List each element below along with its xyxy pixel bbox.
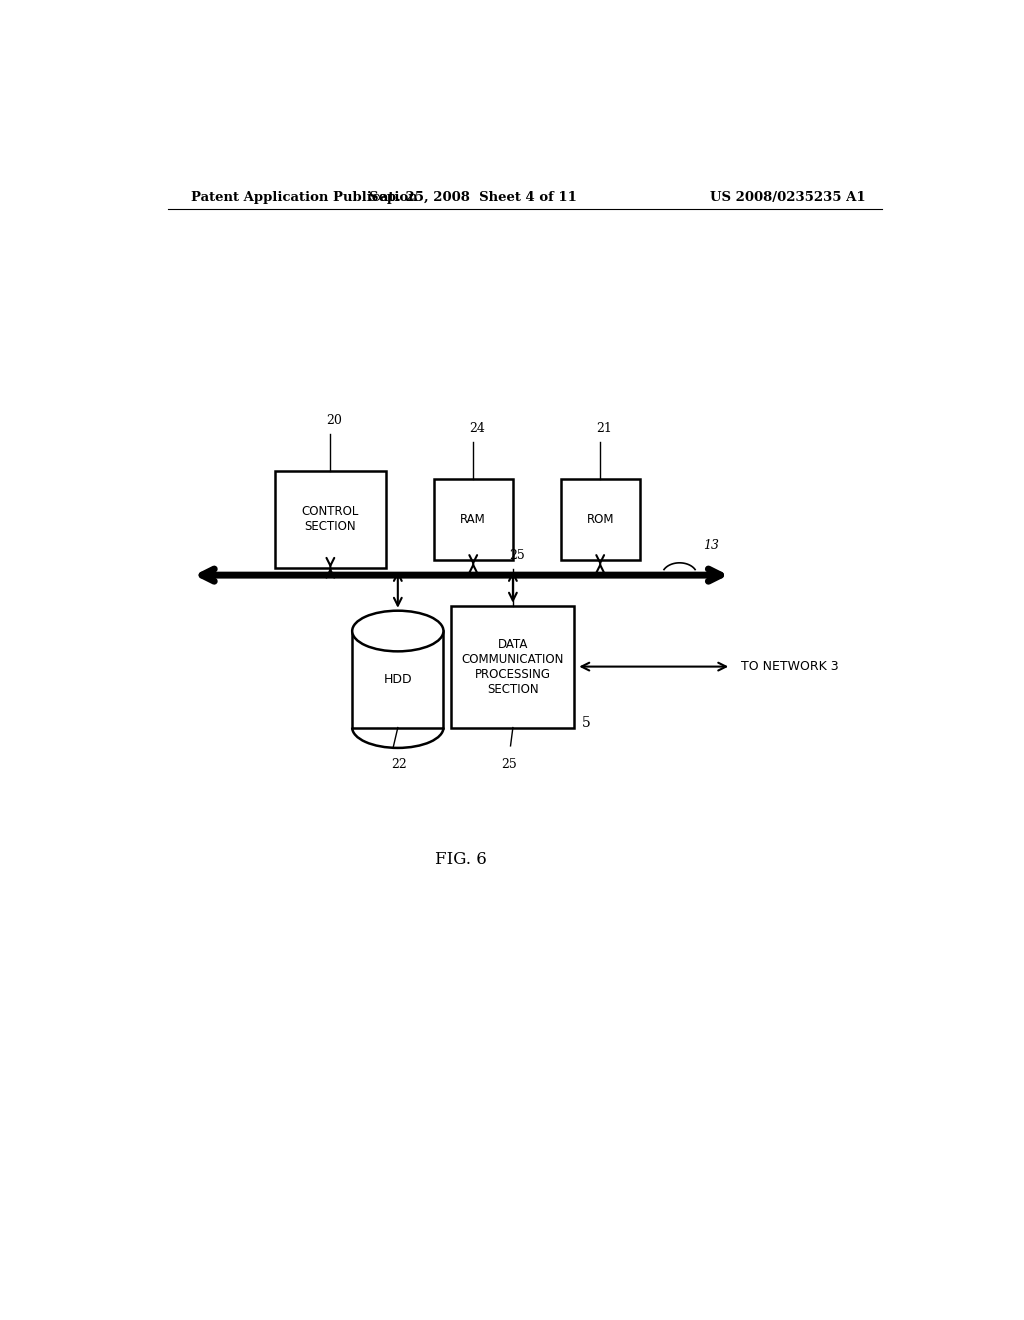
Text: 21: 21 [596,422,612,434]
Text: ROM: ROM [587,512,614,525]
Text: Sep. 25, 2008  Sheet 4 of 11: Sep. 25, 2008 Sheet 4 of 11 [370,191,578,205]
Text: DATA
COMMUNICATION
PROCESSING
SECTION: DATA COMMUNICATION PROCESSING SECTION [462,638,564,696]
Ellipse shape [352,611,443,651]
Text: 24: 24 [469,422,485,434]
Text: 25: 25 [501,758,517,771]
Text: Patent Application Publication: Patent Application Publication [191,191,418,205]
Text: TO NETWORK 3: TO NETWORK 3 [740,660,839,673]
Bar [352,631,443,727]
Bar [274,471,386,568]
Text: CONTROL
SECTION: CONTROL SECTION [302,506,359,533]
Bar [433,479,513,560]
Text: 5: 5 [583,715,591,730]
Text: RAM: RAM [461,512,486,525]
Text: US 2008/0235235 A1: US 2008/0235235 A1 [711,191,866,205]
Text: 22: 22 [391,758,408,771]
Text: 20: 20 [327,414,342,428]
Text: 25: 25 [509,549,524,562]
Text: HDD: HDD [384,673,412,686]
Bar [560,479,640,560]
Text: FIG. 6: FIG. 6 [435,851,487,869]
Text: 13: 13 [703,539,719,552]
Bar [452,606,574,727]
